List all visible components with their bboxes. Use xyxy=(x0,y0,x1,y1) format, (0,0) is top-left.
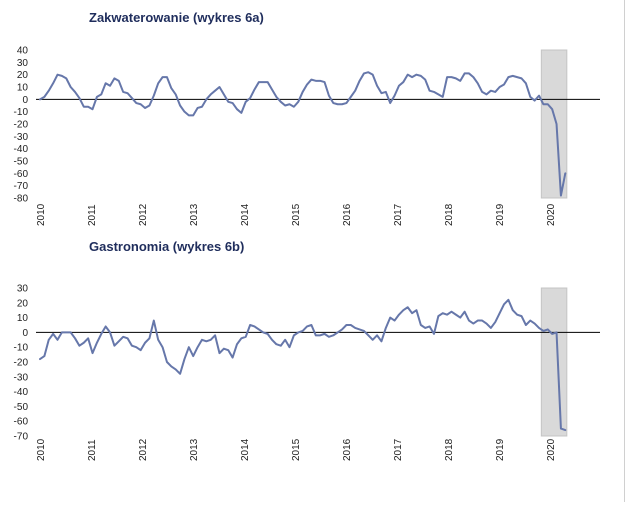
y-tick-label: -50 xyxy=(14,402,29,413)
y-tick-label: 40 xyxy=(17,46,29,57)
x-tick-label: 2016 xyxy=(342,203,353,226)
y-tick-label: -60 xyxy=(14,417,29,428)
y-tick-label: -60 xyxy=(14,169,29,180)
y-tick-label: 30 xyxy=(17,58,29,69)
x-tick-label: 2020 xyxy=(546,203,557,226)
x-tick-label: 2019 xyxy=(495,203,506,226)
series-line xyxy=(39,71,567,197)
x-tick-label: 2017 xyxy=(393,438,404,461)
y-tick-label: 20 xyxy=(17,70,29,81)
x-tick-label: 2014 xyxy=(240,203,251,226)
y-tick-label: -70 xyxy=(14,432,29,443)
y-tick-label: -80 xyxy=(14,194,29,205)
y-tick-label: -40 xyxy=(14,144,29,155)
x-tick-label: 2018 xyxy=(444,438,455,461)
x-tick-label: 2010 xyxy=(36,438,47,461)
y-tick-label: 0 xyxy=(22,328,28,339)
x-tick-label: 2011 xyxy=(87,439,98,461)
y-tick-label: 30 xyxy=(17,284,29,295)
x-tick-label: 2019 xyxy=(495,438,506,461)
chart-gastronomia: Gastronomia (wykres 6b)3020100-10-20-30-… xyxy=(14,239,600,461)
x-tick-label: 2012 xyxy=(138,438,149,461)
y-tick-label: -50 xyxy=(14,157,29,168)
y-tick-label: -20 xyxy=(14,120,29,131)
y-tick-label: 0 xyxy=(22,95,28,106)
shaded-region xyxy=(540,287,568,437)
y-tick-label: -70 xyxy=(14,181,29,192)
x-tick-label: 2018 xyxy=(444,203,455,226)
series-line xyxy=(39,298,567,432)
x-tick-label: 2016 xyxy=(342,438,353,461)
x-tick-label: 2015 xyxy=(291,438,302,461)
y-tick-label: -10 xyxy=(14,107,29,118)
y-tick-label: -30 xyxy=(14,372,29,383)
chart-zakwaterowanie: Zakwaterowanie (wykres 6a)403020100-10-2… xyxy=(14,10,600,226)
y-tick-label: 10 xyxy=(17,83,29,94)
x-tick-label: 2017 xyxy=(393,203,404,226)
x-tick-label: 2020 xyxy=(546,438,557,461)
x-tick-label: 2014 xyxy=(240,438,251,461)
y-tick-label: -20 xyxy=(14,358,29,369)
x-tick-label: 2013 xyxy=(189,203,200,226)
page-edge-rule xyxy=(624,0,625,502)
x-tick-label: 2012 xyxy=(138,203,149,226)
x-tick-label: 2013 xyxy=(189,438,200,461)
y-tick-label: 20 xyxy=(17,298,29,309)
shaded-region xyxy=(540,49,568,199)
y-tick-label: -10 xyxy=(14,343,29,354)
y-tick-label: 10 xyxy=(17,313,29,324)
x-tick-label: 2010 xyxy=(36,203,47,226)
y-tick-label: -40 xyxy=(14,387,29,398)
chart-title: Zakwaterowanie (wykres 6a) xyxy=(89,10,264,25)
x-tick-label: 2015 xyxy=(291,203,302,226)
chart-title: Gastronomia (wykres 6b) xyxy=(89,239,244,254)
y-tick-label: -30 xyxy=(14,132,29,143)
x-tick-label: 2011 xyxy=(87,204,98,226)
